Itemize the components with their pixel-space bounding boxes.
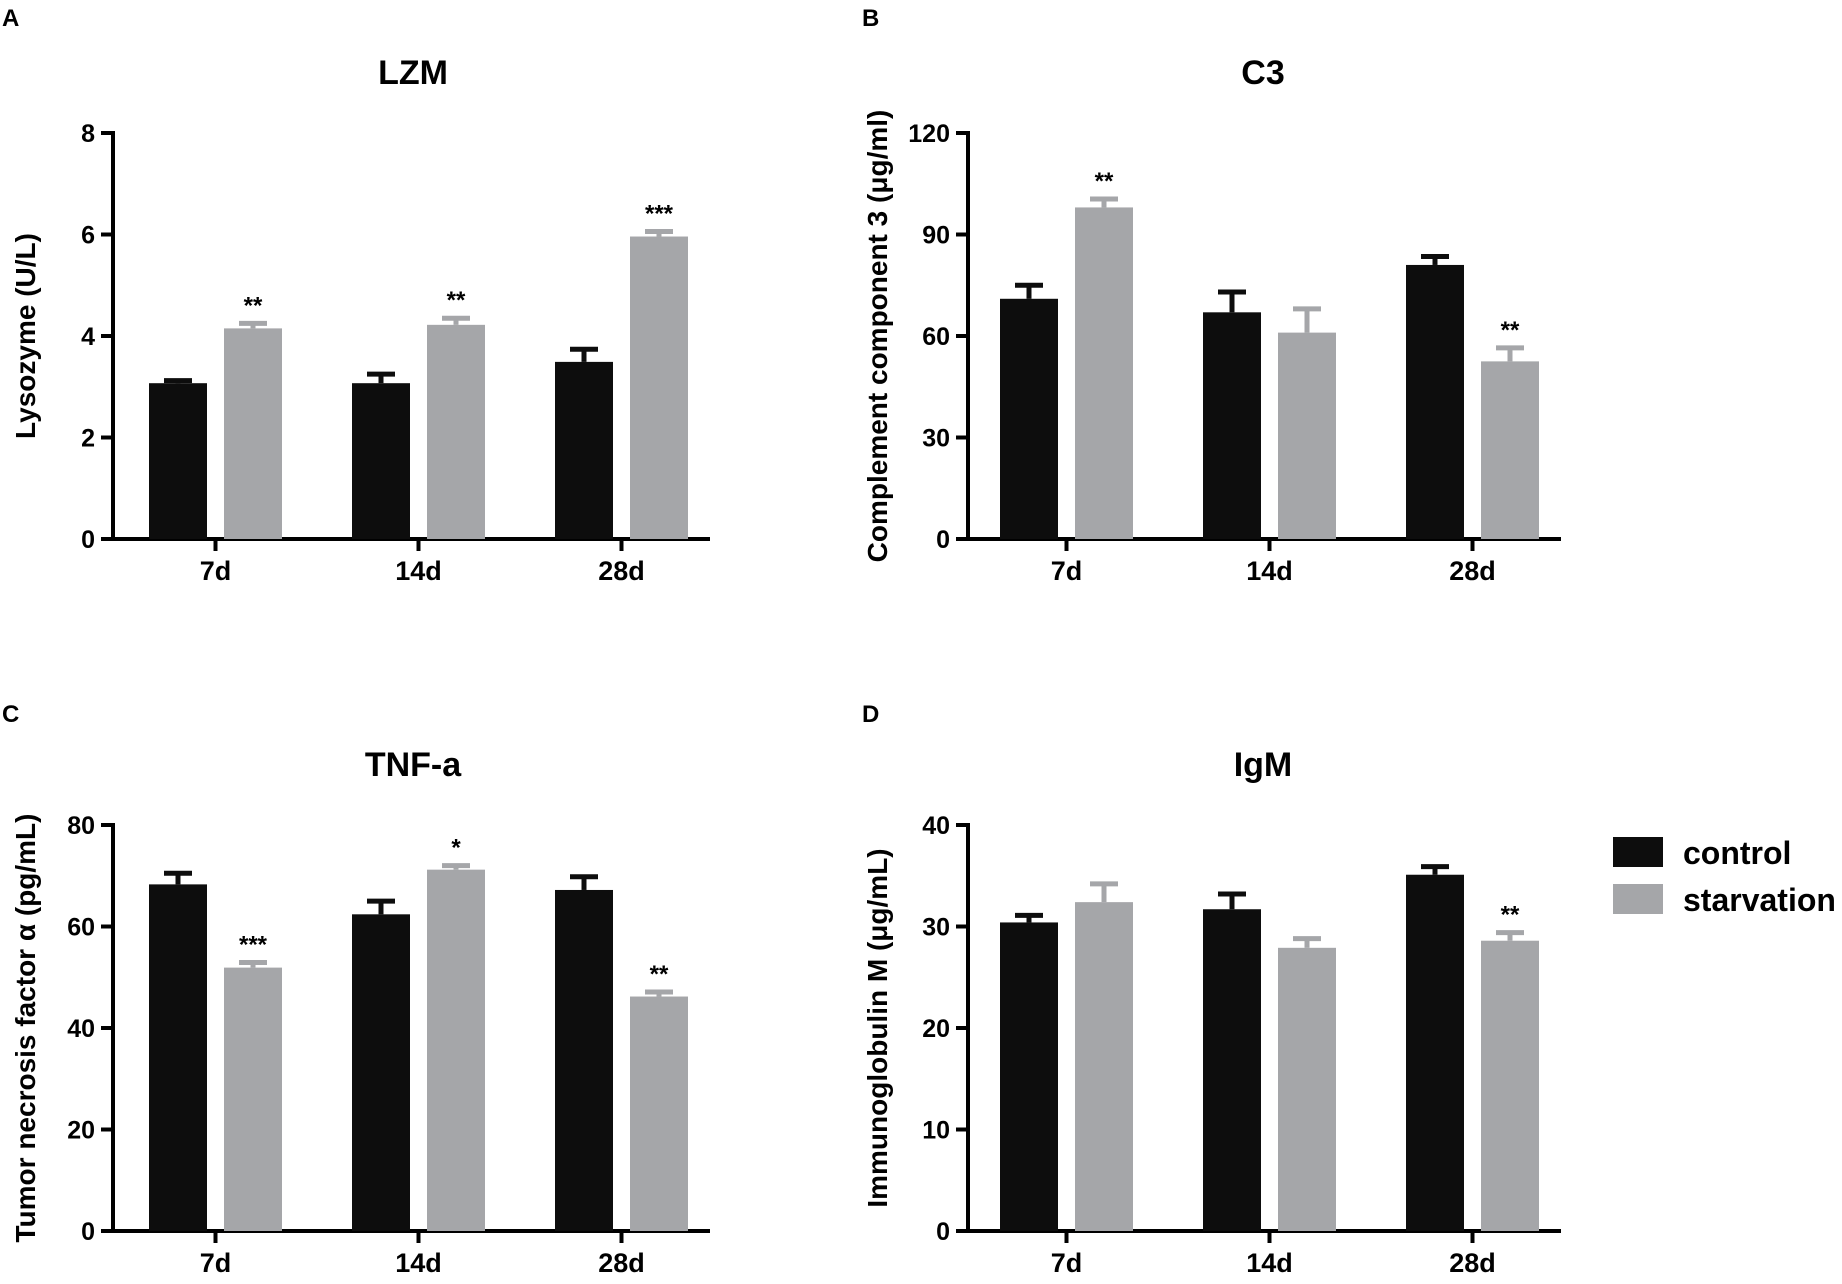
y-tick-label: 8 [81,120,95,148]
panel-letter: C [2,701,19,728]
bar-control-14d [1203,312,1261,539]
y-tick-label: 30 [922,914,950,942]
bar-starvation-28d [630,996,688,1231]
significance-label: ** [650,961,669,988]
x-tick-label: 14d [395,1248,442,1278]
y-tick-label: 0 [936,526,950,554]
panel-d: D IgM Immunoglobulin M (μg/mL) 0 10 20 30 40 7d 1… [862,701,1561,1278]
y-tick-label: 30 [922,425,950,453]
y-tick-label: 80 [67,812,95,840]
bar-control-14d [352,914,410,1231]
chart-title: IgM [1234,746,1293,784]
bar-starvation-7d [224,967,282,1231]
y-axis-label: Complement component 3 (μg/ml) [862,110,893,563]
y-axis-label: Immunoglobulin M (μg/mL) [862,848,893,1207]
y-tick-label: 20 [67,1117,95,1145]
y-axis-label: Lysozyme (U/L) [10,233,41,439]
y-tick-label: 20 [922,1015,950,1043]
x-tick-label: 14d [1246,556,1293,586]
y-tick-label: 10 [922,1117,950,1145]
x-tick-label: 7d [1051,556,1083,586]
y-tick-label: 4 [81,323,95,351]
y-tick-label: 60 [67,914,95,942]
y-tick-label: 0 [81,1218,95,1246]
y-tick-label: 0 [81,526,95,554]
bar-control-7d [1000,922,1058,1231]
significance-label: ** [1095,168,1114,195]
y-tick-label: 40 [922,812,950,840]
bar-control-14d [352,383,410,539]
x-tick-label: 14d [395,556,442,586]
panel-c: C TNF-a Tumor necrosis factor α (pg/mL) 0 20… [2,701,710,1278]
legend: control starvation [1613,835,1836,918]
chart-title: C3 [1241,54,1284,92]
x-tick-label: 7d [200,1248,232,1278]
bar-control-28d [555,889,613,1231]
bar-starvation-7d [224,328,282,539]
bar-control-28d [555,361,613,539]
y-tick-label: 6 [81,222,95,250]
legend-label-starvation: starvation [1683,882,1836,918]
y-tick-label: 40 [67,1015,95,1043]
x-tick-label: 28d [598,556,645,586]
y-axis-label: Tumor necrosis factor α (pg/mL) [10,814,41,1243]
bar-control-7d [149,884,207,1231]
bar-starvation-28d [630,236,688,539]
y-tick-label: 120 [908,120,950,148]
bar-starvation-28d [1481,361,1539,539]
bar-starvation-7d [1075,207,1133,539]
significance-label: ** [244,292,263,319]
y-tick-label: 60 [922,323,950,351]
x-tick-label: 14d [1246,1248,1293,1278]
chart-title: LZM [378,54,448,92]
significance-label: ** [1501,317,1520,344]
bar-starvation-14d [427,324,485,539]
panel-letter: A [2,5,19,32]
panel-letter: B [862,5,879,32]
x-tick-label: 28d [598,1248,645,1278]
significance-label: ** [447,287,466,314]
bar-starvation-28d [1481,940,1539,1231]
x-tick-label: 28d [1449,556,1496,586]
panel-letter: D [862,701,879,728]
x-tick-label: 28d [1449,1248,1496,1278]
bar-control-7d [149,383,207,539]
bar-control-28d [1406,264,1464,539]
bar-starvation-14d [1278,332,1336,539]
legend-label-control: control [1683,835,1791,871]
y-tick-label: 0 [936,1218,950,1246]
legend-swatch-control [1613,837,1663,867]
bar-control-14d [1203,909,1261,1231]
significance-label: * [451,835,461,862]
legend-swatch-starvation [1613,884,1663,914]
bar-control-28d [1406,874,1464,1231]
significance-label: *** [239,932,268,959]
x-tick-label: 7d [1051,1248,1083,1278]
bar-starvation-7d [1075,902,1133,1231]
y-tick-label: 90 [922,222,950,250]
bar-starvation-14d [1278,947,1336,1231]
significance-label: ** [1501,902,1520,929]
bar-control-7d [1000,298,1058,539]
x-tick-label: 7d [200,556,232,586]
y-tick-label: 2 [81,425,95,453]
bar-starvation-14d [427,869,485,1231]
significance-label: *** [645,200,674,227]
panel-b: B C3 Complement component 3 (μg/ml) 0 30 60 90… [862,5,1561,586]
chart-title: TNF-a [365,746,462,784]
